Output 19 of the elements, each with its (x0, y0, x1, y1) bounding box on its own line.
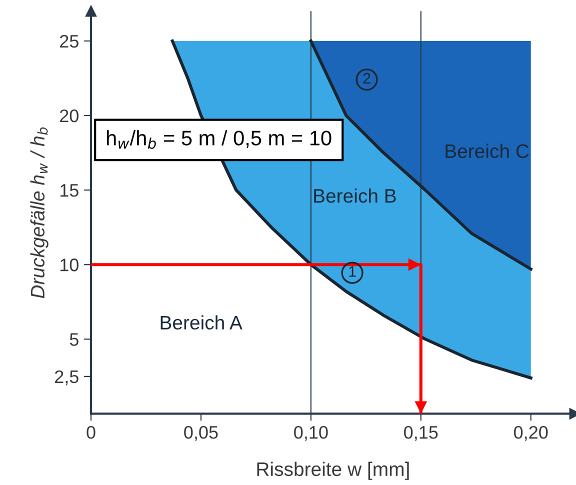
y-tick-label: 10 (60, 258, 78, 272)
x-tick-label: 0 (86, 426, 96, 439)
y-tick-label: 25 (60, 34, 78, 48)
x-tick-label: 0,20 (514, 426, 548, 441)
y-tick-label: 15 (60, 184, 78, 197)
annotation: 1 (349, 266, 356, 277)
annotation: Bereich B (314, 188, 396, 203)
y-tick-label: 20 (60, 109, 78, 122)
annotation: Bereich C (446, 144, 529, 158)
y-tick-label: 2,5 (55, 370, 78, 386)
x-tick-label: 0,15 (404, 426, 438, 441)
annotation: 2 (363, 72, 370, 84)
y-tick-label: 5 (70, 333, 78, 346)
x-tick-label: 0,10 (294, 426, 328, 441)
x-axis-title: Rissbreite w [mm] (257, 462, 409, 480)
annotation: h$_{w}$/h$_{b}$ = 5 m / 0,5 m = 10 (106, 130, 332, 149)
y-axis-title: Druckgefälle h$_{w}$ / h$_{b}$ (30, 127, 48, 298)
annotation: Bereich A (160, 315, 242, 330)
x-tick-label: 0,05 (184, 426, 218, 441)
